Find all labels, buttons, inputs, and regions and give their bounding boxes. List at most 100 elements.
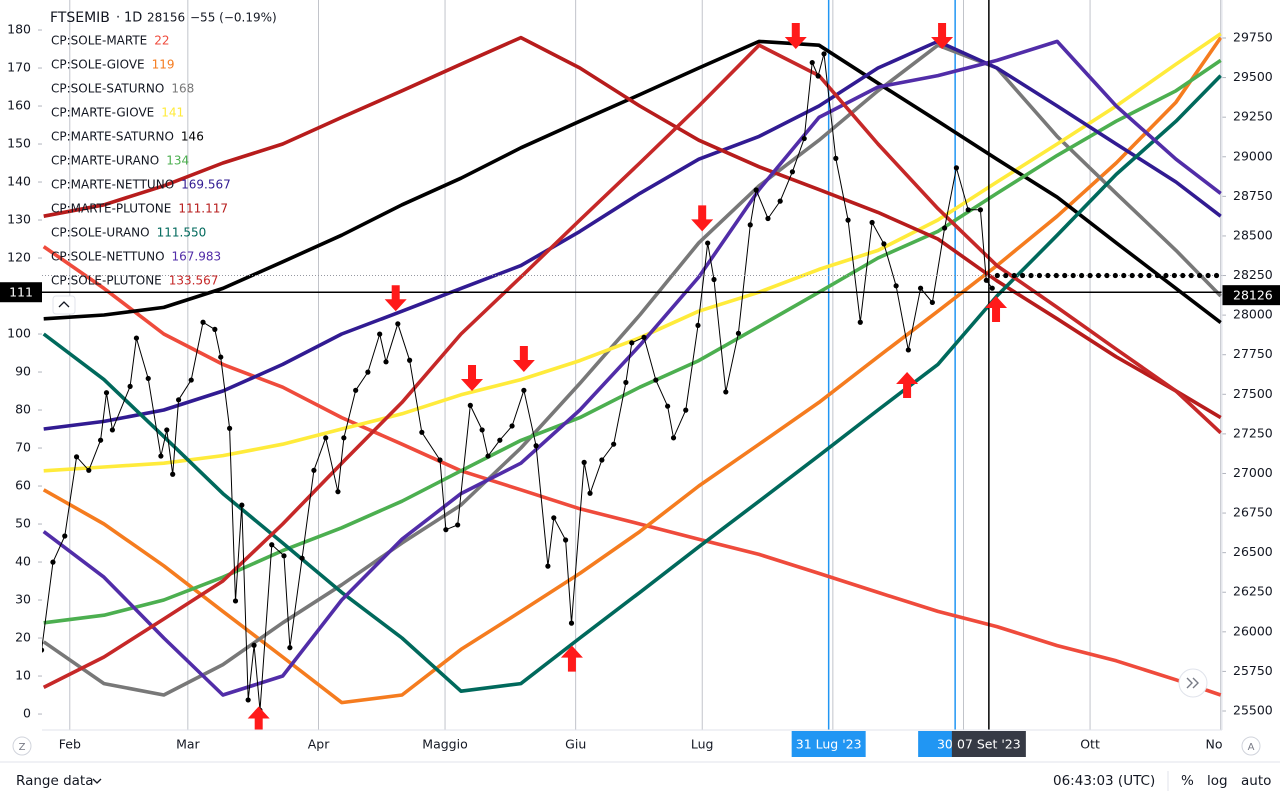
data-point: [641, 334, 647, 340]
data-point: [227, 425, 233, 431]
legend-value: 146: [181, 130, 204, 144]
y2-tick-label: 29250: [1233, 109, 1273, 124]
data-point: [1019, 272, 1026, 279]
data-point: [994, 272, 1000, 279]
data-point: [665, 403, 671, 409]
data-point: [299, 555, 305, 561]
data-point: [683, 407, 689, 413]
data-point: [103, 390, 110, 396]
signal-arrow: [560, 645, 583, 672]
auto-button-label[interactable]: A: [1248, 742, 1255, 753]
data-point: [437, 457, 443, 463]
series-line: [42, 245, 1222, 697]
data-point: [747, 222, 753, 228]
collapse-legend[interactable]: [52, 295, 76, 315]
data-point: [239, 502, 245, 508]
data-point: [1163, 272, 1169, 279]
data-point: [245, 697, 251, 703]
signal-arrow: [512, 346, 535, 373]
data-point: [568, 620, 575, 626]
signal-arrow: [384, 285, 407, 312]
data-point: [1011, 272, 1017, 279]
data-point: [497, 437, 503, 443]
data-point: [545, 563, 551, 569]
range-caret[interactable]: [92, 778, 102, 784]
data-point: [611, 441, 617, 447]
range-menu[interactable]: Range data: [16, 773, 94, 789]
scroll-to-end[interactable]: [1178, 668, 1208, 698]
y-tick-label: 180: [7, 22, 31, 37]
data-point: [1062, 272, 1068, 279]
data-point: [73, 454, 80, 460]
y-tick-label: 50: [15, 516, 31, 531]
data-point: [1087, 272, 1093, 279]
zoom-button[interactable]: [12, 736, 32, 756]
signal-arrow: [931, 23, 954, 50]
legend-name: CP:MARTE-GIOVE: [51, 106, 154, 120]
data-point: [1003, 272, 1009, 279]
data-point: [200, 319, 206, 325]
log-toggle[interactable]: log: [1207, 773, 1228, 789]
data-point: [623, 379, 629, 386]
legend-name: CP:SOLE-GIOVE: [51, 58, 145, 72]
data-point: [1180, 272, 1186, 279]
auto-toggle[interactable]: auto: [1241, 773, 1271, 789]
y2-tick-label: 25500: [1233, 702, 1273, 717]
data-point: [563, 537, 569, 543]
data-point: [801, 135, 807, 142]
y2-tick-label: 26000: [1233, 623, 1273, 638]
x-tick-label: Ott: [1080, 737, 1100, 752]
data-point: [695, 322, 701, 329]
y-tick-label: 80: [15, 402, 31, 417]
data-point: [443, 527, 449, 533]
legend-name: CP:MARTE-NETTUNO: [51, 178, 174, 192]
data-point: [377, 331, 383, 337]
percent-toggle[interactable]: %: [1181, 773, 1194, 789]
crosshair-left-label-bg: [0, 282, 42, 303]
y2-tick-label: 26750: [1233, 505, 1273, 520]
series-line: [42, 53, 993, 711]
y2-tick-label: 27500: [1233, 386, 1273, 401]
signal-arrow: [247, 706, 270, 730]
data-point: [789, 169, 796, 175]
axes-layer: Feb Mar Apr Maggio Giu Lug Ott No 0 10 20 30 40 50 60 7…: [0, 22, 1280, 757]
data-point: [335, 489, 341, 495]
data-point: [1171, 272, 1177, 279]
crosshair-left-label: 111: [9, 285, 33, 300]
data-point: [50, 559, 56, 565]
data-point: [735, 330, 742, 336]
data-point: [175, 397, 182, 403]
x-tick-label: Feb: [59, 737, 81, 752]
data-point: [845, 217, 851, 223]
x-tick-label: Apr: [308, 737, 330, 752]
plot-area: [42, 0, 1222, 730]
legend-name: CP:SOLE-SATURNO: [51, 82, 164, 96]
data-point: [653, 377, 659, 383]
data-point: [809, 59, 815, 66]
zoom-button-label[interactable]: Z: [19, 742, 26, 753]
legend-value: 111.117: [178, 202, 228, 216]
data-point: [1138, 272, 1144, 279]
data-point: [1197, 272, 1203, 279]
y2-tick-label: 27000: [1233, 465, 1273, 480]
data-point: [188, 377, 194, 383]
auto-button[interactable]: [1241, 736, 1261, 756]
y2-tick-label: 29750: [1233, 30, 1273, 45]
series-line: [42, 39, 1222, 697]
y-tick-label: 150: [7, 136, 31, 151]
y2-tick-label: 28500: [1233, 227, 1273, 242]
x-tick-label: Maggio: [422, 737, 467, 752]
data-point: [133, 335, 140, 341]
scroll-icon[interactable]: [1186, 677, 1199, 689]
separator-dot: ·: [116, 11, 120, 26]
data-point: [467, 402, 473, 408]
crosshair-date-badge: 07 Set '23: [957, 737, 1021, 752]
data-point: [587, 490, 593, 496]
data-point: [599, 457, 605, 463]
y2-tick-label: 27250: [1233, 425, 1273, 440]
series-line: [43, 35, 1222, 420]
y-tick-label: 170: [7, 60, 31, 75]
legend-name: CP:MARTE-SATURNO: [51, 130, 174, 144]
collapse-icon[interactable]: [58, 301, 70, 308]
